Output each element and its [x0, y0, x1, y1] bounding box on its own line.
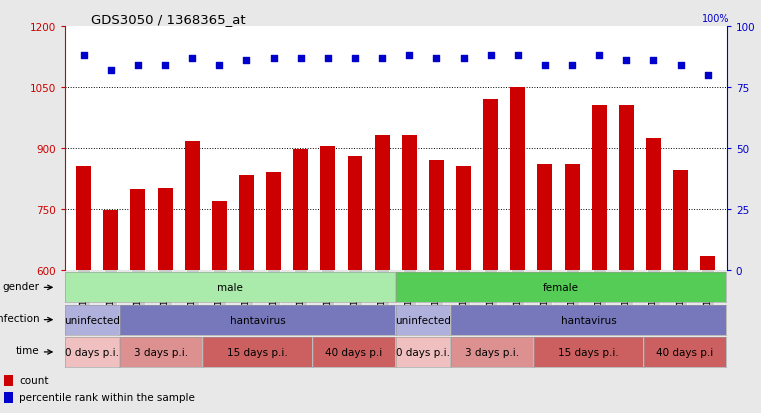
Point: [349, 55, 361, 62]
Point: [457, 55, 470, 62]
Point: [539, 62, 551, 69]
Bar: [4, 375, 14, 386]
Bar: [103, 210, 118, 413]
Bar: [348, 157, 362, 413]
Bar: [456, 167, 471, 413]
Bar: [565, 165, 580, 413]
Point: [566, 62, 578, 69]
Text: GDS3050 / 1368365_at: GDS3050 / 1368365_at: [91, 13, 246, 26]
Bar: [320, 146, 336, 413]
Point: [132, 62, 144, 69]
Point: [105, 67, 117, 74]
Text: count: count: [19, 375, 49, 385]
Point: [159, 62, 171, 69]
Bar: [158, 188, 173, 413]
Text: 3 days p.i.: 3 days p.i.: [465, 347, 519, 357]
Text: uninfected: uninfected: [395, 315, 451, 325]
Text: male: male: [217, 282, 243, 293]
Bar: [673, 171, 688, 413]
Bar: [619, 106, 634, 413]
Text: 40 days p.i: 40 days p.i: [657, 347, 714, 357]
Bar: [429, 161, 444, 413]
Point: [648, 58, 660, 64]
Text: 0 days p.i.: 0 days p.i.: [396, 347, 450, 357]
Bar: [130, 189, 145, 413]
Bar: [537, 165, 552, 413]
Bar: [212, 202, 227, 413]
Text: percentile rank within the sample: percentile rank within the sample: [19, 392, 195, 402]
Text: 40 days p.i: 40 days p.i: [326, 347, 383, 357]
Text: hantavirus: hantavirus: [561, 315, 616, 325]
Point: [430, 55, 442, 62]
Text: time: time: [16, 346, 40, 356]
Point: [511, 53, 524, 59]
Text: 3 days p.i.: 3 days p.i.: [134, 347, 188, 357]
Bar: [646, 138, 661, 413]
Bar: [483, 100, 498, 413]
Point: [213, 62, 225, 69]
Bar: [4, 392, 14, 403]
Point: [620, 58, 632, 64]
Bar: [266, 173, 281, 413]
Bar: [700, 256, 715, 413]
Text: hantavirus: hantavirus: [230, 315, 285, 325]
Point: [485, 53, 497, 59]
Text: female: female: [543, 282, 579, 293]
Point: [295, 55, 307, 62]
Point: [376, 55, 388, 62]
Point: [403, 53, 416, 59]
Point: [186, 55, 199, 62]
Text: 0 days p.i.: 0 days p.i.: [65, 347, 119, 357]
Bar: [185, 142, 199, 413]
Text: uninfected: uninfected: [64, 315, 119, 325]
Point: [702, 72, 714, 79]
Point: [674, 62, 686, 69]
Bar: [76, 167, 91, 413]
Point: [78, 53, 90, 59]
Bar: [592, 106, 607, 413]
Bar: [402, 136, 417, 413]
Text: infection: infection: [0, 313, 40, 323]
Point: [268, 55, 280, 62]
Point: [240, 58, 253, 64]
Bar: [293, 150, 308, 413]
Text: 15 days p.i.: 15 days p.i.: [558, 347, 619, 357]
Text: 15 days p.i.: 15 days p.i.: [227, 347, 288, 357]
Point: [322, 55, 334, 62]
Text: 100%: 100%: [702, 14, 730, 24]
Bar: [239, 175, 254, 413]
Text: gender: gender: [2, 281, 40, 291]
Bar: [511, 88, 525, 413]
Point: [593, 53, 605, 59]
Bar: [374, 136, 390, 413]
